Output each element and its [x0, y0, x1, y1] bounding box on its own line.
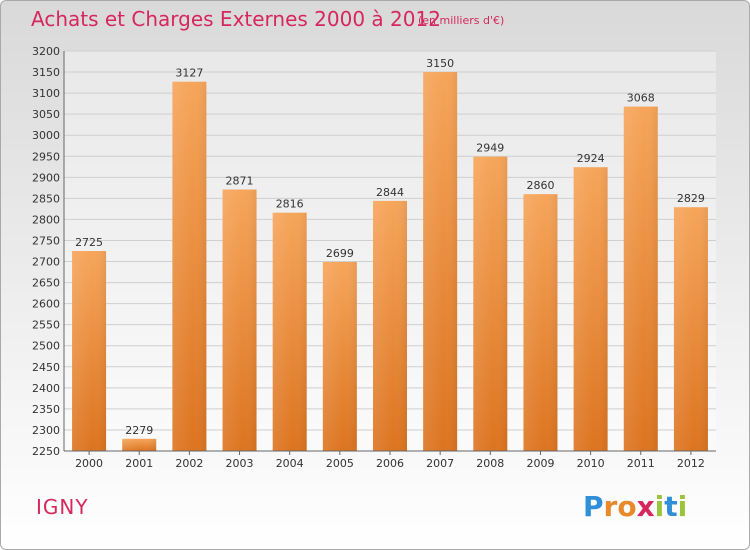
logo-letter: o [617, 490, 637, 523]
bar-value-label: 2279 [125, 424, 153, 437]
chart-title: Achats et Charges Externes 2000 à 2012 [31, 7, 441, 31]
bar-value-label: 3068 [627, 92, 655, 105]
bar-shade [373, 200, 407, 451]
x-tick-label: 2004 [276, 457, 304, 470]
bar-shade [523, 194, 558, 451]
bar-shade [122, 438, 157, 451]
bar-value-label: 3127 [175, 67, 203, 80]
bar-shade [423, 72, 458, 451]
bar-shade [172, 81, 207, 451]
y-tick-label: 2450 [32, 361, 60, 374]
y-tick-label: 3200 [32, 45, 60, 58]
x-tick-label: 2003 [226, 457, 254, 470]
y-tick-label: 2800 [32, 213, 60, 226]
bar-shade [72, 251, 107, 451]
y-tick-label: 2600 [32, 298, 60, 311]
y-tick-label: 3050 [32, 108, 60, 121]
y-tick-label: 2900 [32, 171, 60, 184]
bar-value-label: 3150 [426, 57, 454, 70]
logo-letter: r [603, 490, 618, 523]
bar-shade [322, 261, 357, 451]
y-tick-label: 2850 [32, 192, 60, 205]
logo-letter: P [583, 490, 604, 523]
bar-shade [222, 189, 257, 452]
y-tick-label: 3150 [32, 66, 60, 79]
x-tick-label: 2000 [75, 457, 103, 470]
bar-value-label: 2871 [226, 175, 254, 188]
bar-value-label: 2860 [526, 179, 554, 192]
y-tick-label: 3000 [32, 129, 60, 142]
x-tick-label: 2005 [326, 457, 354, 470]
y-tick-label: 2950 [32, 150, 60, 163]
commune-name: IGNY [36, 495, 89, 519]
logo-letter: i [654, 490, 665, 523]
bar-value-label: 2829 [677, 192, 705, 205]
y-tick-label: 2750 [32, 234, 60, 247]
bar-value-label: 2924 [577, 152, 605, 165]
x-tick-label: 2007 [426, 457, 454, 470]
logo-letter: x [636, 490, 655, 523]
bar-value-label: 2844 [376, 186, 404, 199]
bar-shade [673, 207, 708, 451]
logo-letter: t [664, 490, 678, 523]
x-tick-label: 2009 [526, 457, 554, 470]
x-tick-label: 2011 [627, 457, 655, 470]
bar-value-label: 2816 [276, 198, 304, 211]
bar-shade [573, 167, 608, 452]
bar-shade [272, 212, 307, 451]
y-tick-label: 2300 [32, 424, 60, 437]
bar-value-label: 2949 [476, 142, 504, 155]
y-tick-label: 2250 [32, 445, 60, 458]
y-tick-label: 2350 [32, 403, 60, 416]
x-tick-label: 2001 [125, 457, 153, 470]
bar-shade [473, 156, 508, 451]
bar-shade [623, 106, 658, 451]
x-tick-label: 2012 [677, 457, 705, 470]
x-tick-label: 2008 [476, 457, 504, 470]
y-tick-label: 2700 [32, 256, 60, 269]
y-tick-label: 3100 [32, 87, 60, 100]
bar-value-label: 2699 [326, 247, 354, 260]
y-tick-label: 2550 [32, 319, 60, 332]
x-tick-label: 2002 [175, 457, 203, 470]
x-tick-label: 2006 [376, 457, 404, 470]
logo-letter: i [677, 490, 688, 523]
chart-subtitle: (en milliers d'€) [418, 14, 505, 27]
y-tick-label: 2400 [32, 382, 60, 395]
proxiti-logo: Proxiti [583, 490, 687, 523]
bar-value-label: 2725 [75, 236, 103, 249]
y-tick-label: 2650 [32, 277, 60, 290]
x-tick-label: 2010 [577, 457, 605, 470]
y-tick-label: 2500 [32, 340, 60, 353]
